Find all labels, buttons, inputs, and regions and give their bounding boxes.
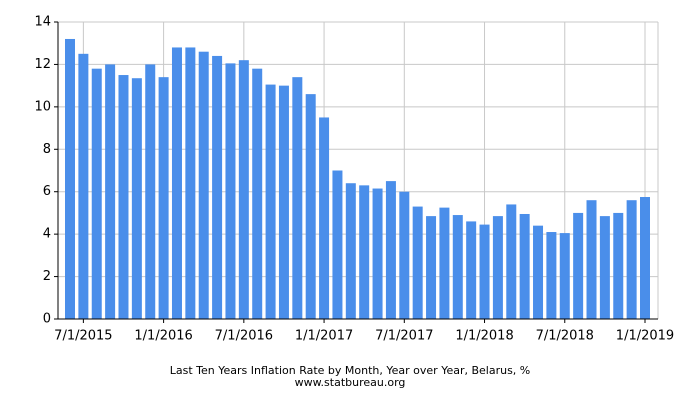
bar [613, 212, 624, 319]
x-tick-label: 1/1/2017 [295, 329, 353, 344]
y-tick-label: 0 [43, 312, 51, 327]
chart-subtitle: www.statbureau.org [295, 376, 406, 389]
bar [91, 68, 102, 320]
bar [292, 77, 303, 320]
bar [479, 224, 490, 319]
bar [118, 75, 129, 320]
y-tick-label: 4 [43, 227, 51, 242]
bar [158, 77, 169, 320]
bar [65, 38, 75, 319]
bar [519, 213, 530, 319]
bar [586, 200, 597, 319]
bar [533, 225, 544, 319]
bar [238, 60, 249, 319]
x-tick-label: 1/1/2018 [455, 329, 513, 344]
bar [640, 197, 650, 319]
y-tick-label: 10 [34, 99, 51, 114]
bar [573, 212, 584, 319]
x-tick-label: 7/1/2017 [375, 329, 433, 344]
bar [145, 64, 156, 319]
bar [412, 206, 423, 319]
bar [359, 185, 370, 319]
bar [265, 84, 276, 319]
bar [372, 188, 383, 319]
bar [319, 117, 330, 319]
x-tick-label: 7/1/2016 [215, 329, 273, 344]
bar [399, 191, 410, 319]
bar [452, 215, 463, 319]
bar [185, 47, 196, 319]
y-tick-label: 6 [43, 184, 51, 199]
bar [105, 64, 116, 319]
bar [225, 63, 236, 319]
bar [546, 232, 557, 319]
bar [345, 183, 356, 319]
bar [212, 55, 223, 319]
bar [252, 68, 263, 320]
bar [599, 216, 610, 319]
bar [78, 53, 89, 319]
bar [332, 170, 343, 319]
y-tick-label: 12 [34, 57, 51, 72]
bar [131, 78, 142, 319]
x-tick-label: 1/1/2019 [616, 329, 674, 344]
bar [626, 200, 637, 319]
bar [171, 47, 182, 319]
bar [559, 233, 570, 319]
bar [492, 216, 503, 319]
bar [439, 207, 450, 319]
x-tick-label: 7/1/2015 [54, 329, 112, 344]
bar [466, 221, 477, 319]
bar [305, 94, 316, 319]
y-tick-label: 8 [43, 142, 51, 157]
bar [385, 181, 396, 319]
bar [426, 216, 437, 319]
y-tick-label: 14 [34, 15, 51, 30]
bar [506, 204, 517, 319]
x-tick-label: 7/1/2018 [536, 329, 594, 344]
bar [278, 85, 289, 320]
bar [198, 51, 209, 319]
x-tick-label: 1/1/2016 [134, 329, 192, 344]
y-tick-label: 2 [43, 269, 51, 284]
chart-title: Last Ten Years Inflation Rate by Month, … [170, 364, 531, 377]
